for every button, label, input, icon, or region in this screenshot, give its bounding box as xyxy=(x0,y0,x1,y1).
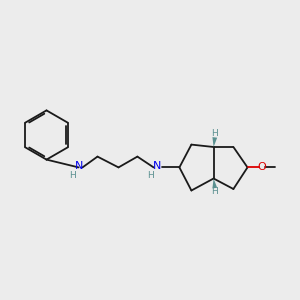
Text: H: H xyxy=(148,171,154,180)
Text: N: N xyxy=(74,160,83,171)
Text: H: H xyxy=(212,187,218,196)
Text: O: O xyxy=(257,162,266,172)
Polygon shape xyxy=(212,178,217,188)
Text: H: H xyxy=(212,129,218,138)
Text: H: H xyxy=(69,171,75,180)
Text: N: N xyxy=(153,160,162,171)
Polygon shape xyxy=(212,137,217,147)
